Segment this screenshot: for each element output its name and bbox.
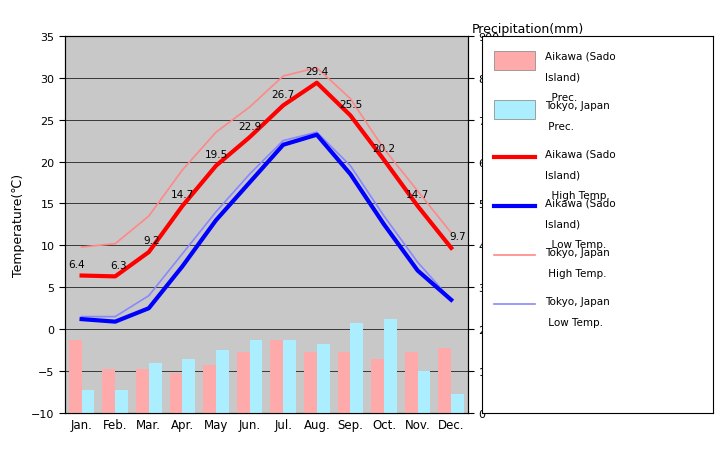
Text: Tokyo, Japan: Tokyo, Japan	[544, 247, 609, 257]
Text: Tokyo, Japan: Tokyo, Japan	[544, 297, 609, 307]
Bar	[216, 350, 229, 413]
Text: 6.3: 6.3	[110, 260, 127, 270]
FancyBboxPatch shape	[494, 101, 536, 119]
Bar	[149, 363, 161, 413]
Y-axis label: Temperature(℃): Temperature(℃)	[12, 174, 25, 276]
Bar	[351, 323, 363, 413]
Text: 14.7: 14.7	[171, 190, 194, 200]
Text: 9.2: 9.2	[144, 236, 161, 246]
Text: 20.2: 20.2	[372, 144, 395, 154]
Bar	[283, 340, 296, 413]
Text: Low Temp.: Low Temp.	[544, 240, 606, 250]
Bar	[338, 353, 351, 413]
Text: Aikawa (Sado: Aikawa (Sado	[544, 199, 615, 208]
Text: 29.4: 29.4	[305, 67, 328, 77]
Text: Island): Island)	[544, 170, 580, 180]
Bar	[250, 340, 262, 413]
FancyBboxPatch shape	[494, 52, 536, 71]
Bar	[418, 371, 431, 413]
Text: 14.7: 14.7	[406, 190, 429, 200]
Bar	[81, 390, 94, 413]
Bar	[182, 359, 195, 413]
Bar	[102, 369, 115, 413]
Bar	[203, 365, 216, 413]
Text: Aikawa (Sado: Aikawa (Sado	[544, 150, 615, 160]
Text: Low Temp.: Low Temp.	[544, 317, 603, 327]
Bar	[451, 394, 464, 413]
Text: 6.4: 6.4	[68, 259, 85, 269]
Text: High Temp.: High Temp.	[544, 268, 606, 278]
Bar	[384, 319, 397, 413]
Bar	[115, 390, 128, 413]
Text: Island): Island)	[544, 73, 580, 83]
Text: Island): Island)	[544, 219, 580, 229]
Bar	[69, 340, 81, 413]
Bar	[405, 353, 418, 413]
Bar	[170, 373, 182, 413]
Text: 9.7: 9.7	[449, 232, 467, 241]
Bar	[237, 353, 250, 413]
Text: Prec.: Prec.	[544, 121, 574, 131]
Bar	[372, 359, 384, 413]
Text: High Temp.: High Temp.	[544, 191, 609, 201]
Text: 26.7: 26.7	[271, 90, 294, 100]
Bar	[271, 340, 283, 413]
Text: Prec.: Prec.	[544, 93, 577, 103]
Text: 19.5: 19.5	[204, 150, 228, 160]
Text: Tokyo, Japan: Tokyo, Japan	[544, 101, 609, 111]
Text: 22.9: 22.9	[238, 121, 261, 131]
Text: Precipitation(mm): Precipitation(mm)	[472, 23, 584, 36]
Bar	[304, 353, 317, 413]
Text: 25.5: 25.5	[339, 100, 362, 110]
Bar	[317, 344, 330, 413]
Text: Aikawa (Sado: Aikawa (Sado	[544, 52, 615, 62]
Bar	[438, 348, 451, 413]
Bar	[136, 369, 149, 413]
